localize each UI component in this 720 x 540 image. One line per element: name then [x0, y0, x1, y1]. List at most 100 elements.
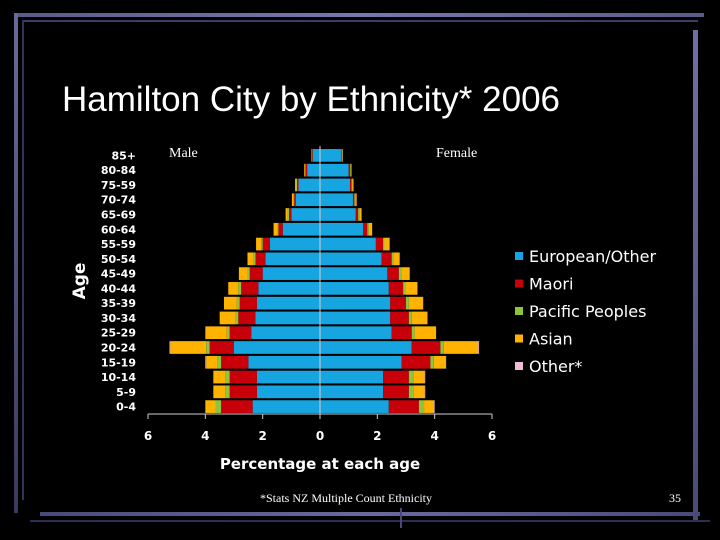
x-tick-label: 4: [201, 429, 209, 443]
legend-label: Pacific Peoples: [529, 302, 646, 321]
bar-male-european-other-10-14: [256, 370, 320, 384]
bar-female-asian-40-44: [406, 282, 418, 295]
bar-male-asian-15-19: [206, 355, 218, 369]
bar-male-pacific-peoples-55-59: [261, 237, 263, 251]
bar-female-other--15-19: [445, 355, 447, 369]
bar-male-pacific-peoples-10-14: [225, 370, 230, 384]
bar-female-maori-40-44: [388, 282, 404, 295]
bar-male-asian-65-69: [285, 208, 288, 221]
frame-bottom-tick: [400, 508, 402, 528]
bar-female-asian-65-69: [359, 208, 362, 221]
bar-male-maori-70-74: [294, 193, 296, 207]
bar-female-pacific-peoples-75-59: [351, 178, 353, 192]
bar-male-european-other-45-49: [262, 267, 320, 280]
legend-swatch: [515, 334, 523, 343]
bar-male-asian-85+: [311, 149, 312, 162]
bar-male-other--20-24: [169, 341, 171, 354]
bar-female-european-other-0-4: [320, 400, 389, 413]
y-tick-label: 0-4: [116, 401, 136, 414]
bar-male-asian-60-64: [273, 222, 277, 236]
bar-female-maori-80-84: [348, 163, 351, 177]
bar-female-european-other-5-9: [320, 385, 384, 399]
bar-female-pacific-peoples-20-24: [440, 341, 444, 354]
bar-female-european-other-40-44: [320, 282, 389, 295]
bar-male-pacific-peoples-65-69: [287, 208, 290, 221]
bar-male-asian-30-34: [219, 311, 236, 325]
x-tick-label: 0: [316, 429, 324, 443]
bar-female-pacific-peoples-15-19: [430, 355, 434, 369]
bar-male-maori-15-19: [221, 355, 249, 369]
frame-right-line: [693, 30, 698, 520]
bar-male-maori-50-54: [255, 252, 266, 266]
bar-male-european-other-55-59: [269, 237, 320, 251]
bar-male-asian-20-24: [170, 341, 207, 354]
x-tick-label: 6: [144, 429, 152, 443]
bar-male-other--15-19: [205, 355, 207, 369]
legend-swatch: [515, 279, 523, 288]
bar-male-european-other-50-54: [265, 252, 320, 266]
bar-female-maori-5-9: [383, 385, 409, 399]
male-label: Male: [169, 146, 198, 161]
bar-female-asian-80-84: [350, 163, 352, 177]
bar-female-pacific-peoples-40-44: [403, 282, 406, 295]
bar-male-maori-45-49: [249, 267, 263, 280]
bar-female-pacific-peoples-70-74: [354, 193, 356, 207]
bar-female-other--5-9: [424, 385, 426, 399]
bar-male-pacific-peoples-60-64: [277, 222, 279, 236]
x-tick-label: 6: [488, 429, 496, 443]
bar-female-asian-60-64: [368, 222, 373, 236]
legend-label: Asian: [529, 330, 573, 349]
bar-male-asian-45-49: [238, 267, 248, 280]
bar-male-asian-50-54: [247, 252, 254, 266]
y-tick-label: 10-14: [101, 371, 137, 384]
bar-female-pacific-peoples-25-29: [411, 326, 415, 340]
bar-female-maori-15-19: [401, 355, 431, 369]
bar-male-maori-75-59: [297, 178, 299, 192]
bar-male-maori-20-24: [209, 341, 234, 354]
legend-label: Maori: [529, 275, 573, 294]
bar-female-pacific-peoples-80-84: [350, 163, 351, 177]
y-tick-label: 60-64: [101, 223, 137, 236]
bar-male-maori-40-44: [241, 282, 259, 295]
bar-female-pacific-peoples-0-4: [418, 400, 425, 413]
bar-female-other--0-4: [434, 400, 435, 413]
bar-female-maori-20-24: [411, 341, 441, 354]
bar-male-asian-80-84: [304, 163, 306, 177]
bar-female-maori-35-39: [390, 296, 406, 310]
bar-female-pacific-peoples-5-9: [408, 385, 414, 399]
female-label: Female: [436, 146, 478, 161]
frame-top-line-2: [22, 20, 698, 22]
bar-male-maori-25-29: [229, 326, 252, 340]
bar-female-european-other-10-14: [320, 370, 384, 384]
bar-male-european-other-0-4: [252, 400, 320, 413]
bar-female-asian-70-74: [355, 193, 357, 207]
bar-female-pacific-peoples-10-14: [408, 370, 414, 384]
y-tick-label: 45-49: [101, 268, 136, 281]
bar-female-european-other-50-54: [320, 252, 382, 266]
bar-female-asian-50-54: [393, 252, 400, 266]
frame-bottom-line: [40, 512, 700, 516]
bar-male-pacific-peoples-75-59: [296, 178, 298, 192]
bar-female-other--10-14: [424, 370, 426, 384]
y-tick-label: 75-59: [101, 179, 136, 192]
bar-female-asian-55-59: [384, 237, 390, 251]
bar-male-pacific-peoples-40-44: [238, 282, 242, 295]
bar-female-european-other-70-74: [320, 193, 353, 207]
bar-male-european-other-20-24: [234, 341, 320, 354]
bar-female-european-other-55-59: [320, 237, 376, 251]
frame-bottom-line-2: [30, 520, 710, 522]
bar-female-maori-65-69: [355, 208, 359, 221]
bar-male-asian-75-59: [295, 178, 297, 192]
bar-male-pacific-peoples-20-24: [206, 341, 210, 354]
bar-female-asian-25-29: [414, 326, 437, 340]
legend-label: European/Other: [529, 247, 656, 266]
footnote: *Stats NZ Multiple Count Ethnicity: [260, 491, 432, 505]
frame-top-line: [14, 13, 704, 17]
frame-left-line: [14, 13, 18, 513]
bar-female-pacific-peoples-65-69: [358, 208, 360, 221]
bar-male-pacific-peoples-0-4: [215, 400, 222, 413]
bar-male-pacific-peoples-15-19: [217, 355, 222, 369]
bar-male-asian-55-59: [256, 237, 262, 251]
